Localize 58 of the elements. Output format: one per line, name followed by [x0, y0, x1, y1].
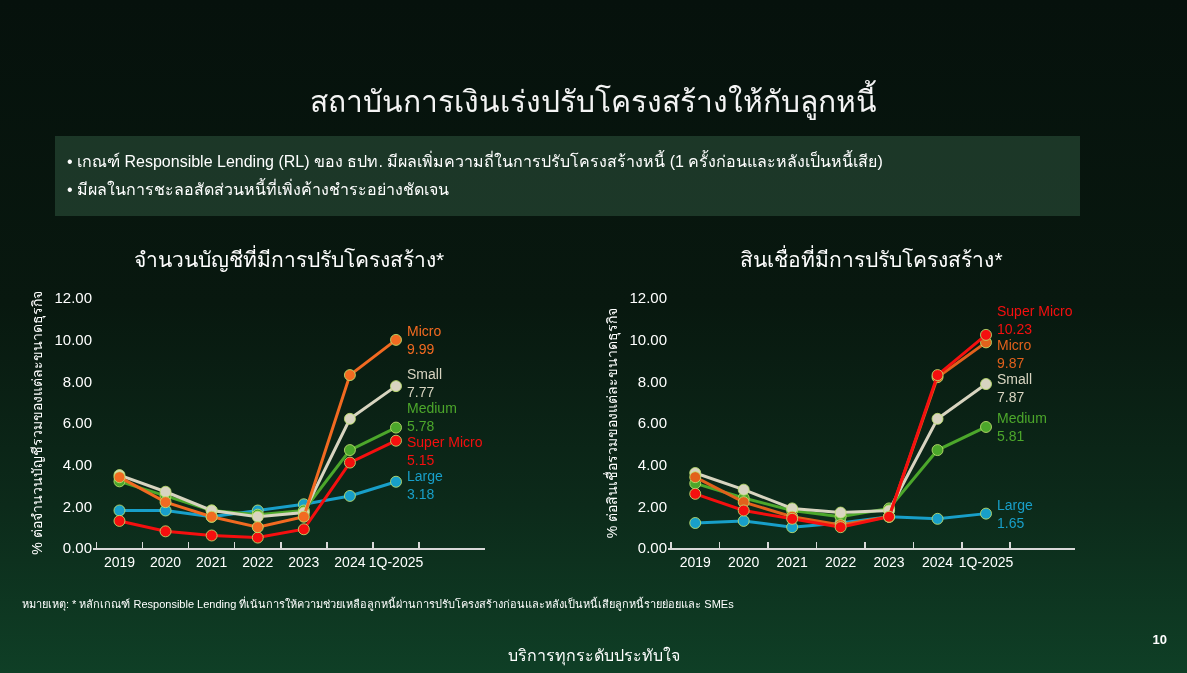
series-label: Small — [407, 366, 443, 382]
y-tick-label: 0.00 — [637, 539, 667, 557]
text: • มีผลในการชะลอสัดส่วนหนี้ที่เพิ่งค้างชำระอย่างชัดเจน — [67, 177, 451, 200]
x-tick-label: 2024 — [334, 553, 366, 570]
y-tick-label: 12.00 — [629, 289, 667, 307]
x-tick-label: 1Q-2025 — [958, 553, 1014, 570]
data-label: 7.87 — [997, 389, 1025, 406]
x-tick-label: 2023 — [873, 553, 905, 570]
series-label: Micro — [407, 323, 442, 339]
series-label: Small — [997, 371, 1033, 387]
data-label: 5.78 — [407, 418, 435, 435]
text: หมายเหตุ: * หลักเกณฑ์ Responsible Lending ที่เน้นการให้ความช่วยเหลือลูกหนี้ผ่านการปรับโครงสร้างก่อนและหลังเป็นหนี้เสียลูกหนี้รายย่อยและ SMEs — [22, 596, 734, 612]
data-label: 3.18 — [407, 486, 435, 503]
y-tick-label: 4.00 — [62, 455, 92, 473]
x-tick-label: 2022 — [825, 553, 857, 570]
y-tick-label: 2.00 — [62, 497, 92, 515]
x-tick-label: 1Q-2025 — [368, 553, 424, 570]
data-label: 9.99 — [407, 341, 435, 358]
series-label: Medium — [997, 410, 1047, 426]
y-tick-label: 6.00 — [637, 414, 667, 432]
x-tick-label: 2024 — [921, 553, 954, 570]
y-tick-label: 8.00 — [637, 372, 667, 390]
y-tick-label: 10.00 — [54, 330, 92, 348]
text: บริการทุกระดับประทับใจ — [507, 647, 680, 664]
data-label: 9.87 — [997, 355, 1025, 372]
y-tick-label: 12.00 — [54, 289, 92, 307]
x-tick-label: 2019 — [679, 553, 712, 570]
chart-title: จำนวนบัญชีที่มีการปรับโครงสร้าง* — [133, 244, 445, 272]
series-label: Large — [407, 468, 444, 484]
series-label: Medium — [407, 400, 457, 416]
x-tick-label: 2021 — [196, 553, 228, 570]
x-tick-label: 2020 — [149, 553, 182, 570]
data-label: 5.15 — [407, 452, 435, 469]
data-label: 10.23 — [997, 321, 1033, 338]
y-tick-label: 8.00 — [62, 372, 92, 390]
y-axis-title: % ต่อสินเชื่อรวมของแต่ละขนาดธุรกิจ — [603, 307, 622, 539]
y-axis-title: % ต่อจำนวนบัญชีรวมของแต่ละขนาดธุรกิจ — [29, 291, 47, 555]
series-label: Large — [997, 497, 1034, 513]
text: 10 — [1152, 632, 1167, 648]
data-label: 1.65 — [997, 515, 1025, 532]
text: • เกณฑ์ Responsible Lending (RL) ของ ธปท. มีผลเพิ่มความถี่ในการปรับโครงสร้างหนี้ (1 ครั้งก่อนและหลังเป็นหนี้เสีย) — [67, 149, 884, 172]
chart-title: สินเชื่อที่มีการปรับโครงสร้าง* — [740, 244, 1003, 271]
series-label: Super Micro — [997, 303, 1073, 319]
data-label: 7.77 — [407, 384, 435, 401]
series-label: Micro — [997, 337, 1032, 353]
x-tick-label: 2020 — [728, 553, 760, 570]
data-label: 5.81 — [997, 428, 1025, 445]
series-label: Super Micro — [407, 434, 483, 450]
x-tick-label: 2019 — [103, 553, 136, 570]
y-tick-label: 2.00 — [637, 497, 667, 515]
y-tick-label: 0.00 — [62, 539, 92, 557]
y-tick-label: 4.00 — [637, 455, 667, 473]
text: สถาบันการเงินเร่งปรับโครงสร้างให้กับลูกหนี้ — [309, 82, 878, 122]
y-tick-label: 6.00 — [62, 414, 92, 432]
y-tick-label: 10.00 — [629, 330, 667, 348]
x-tick-label: 2022 — [242, 553, 274, 570]
x-tick-label: 2021 — [776, 553, 808, 570]
x-tick-label: 2023 — [288, 553, 320, 570]
